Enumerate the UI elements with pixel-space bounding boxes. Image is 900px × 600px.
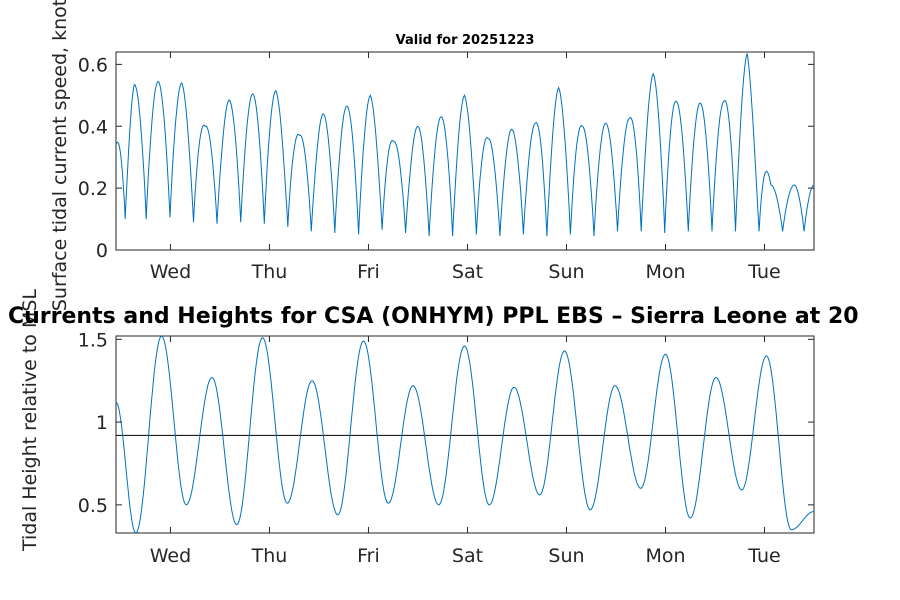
x-tick-label: Wed [150, 545, 191, 567]
y-tick-label: 1.5 [78, 329, 108, 351]
y-tick-label: 0.2 [78, 178, 108, 200]
y-tick-label: 1 [96, 412, 108, 434]
x-tick-label: Mon [645, 261, 685, 283]
y-axis-label-current-speed: Surface tidal current speed, knots [49, 0, 71, 311]
panel-tidal-height: Tidal Height relative to MSL Wed Thu Fri Sa… [19, 289, 815, 567]
x-tick-label: Fri [357, 545, 380, 567]
x-tick-label: Sun [548, 261, 584, 283]
x-tick-label: Tue [747, 545, 780, 567]
x-tick-label: Thu [251, 261, 288, 283]
y-axis-label-tidal-height: Tidal Height relative to MSL [19, 289, 41, 552]
x-tick-label: Wed [150, 261, 191, 283]
x-tick-label: Sat [452, 545, 483, 567]
x-tick-label: Sun [548, 545, 584, 567]
y-tick-label: 0.5 [78, 495, 108, 517]
x-tick-label: Thu [251, 545, 288, 567]
panel-height-ticks: Wed Thu Fri Sat Sun Mon Tue 0.5 1 1.5 [78, 329, 814, 567]
chart-title-valid-date: Valid for 20251223 [396, 33, 535, 48]
plot-area-height [115, 335, 815, 534]
panel-current-ticks: Wed Thu Fri Sat Sun Mon Tue 0 0.2 0.4 0.6 [78, 52, 814, 283]
series-line-tidal-height [115, 335, 815, 534]
y-tick-label: 0 [96, 240, 108, 262]
x-tick-label: Sat [452, 261, 483, 283]
panel-current-speed: Valid for 20251223 Surface tidal current… [49, 0, 815, 311]
chart-title-main: Currents and Heights for CSA (ONHYM) PPL… [8, 304, 859, 329]
y-tick-label: 0.4 [78, 116, 108, 138]
x-tick-label: Fri [357, 261, 380, 283]
y-tick-label: 0.6 [78, 54, 108, 76]
series-line-current-speed [115, 53, 815, 237]
x-tick-label: Tue [747, 261, 780, 283]
x-tick-label: Mon [645, 545, 685, 567]
plot-area-current [115, 51, 815, 251]
